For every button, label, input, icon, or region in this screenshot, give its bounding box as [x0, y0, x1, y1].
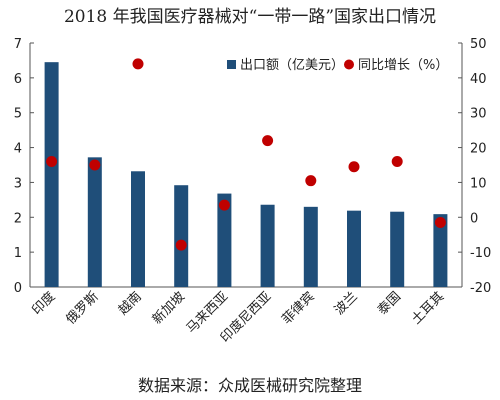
growth-point — [391, 156, 403, 168]
bar — [433, 214, 448, 287]
growth-point — [89, 159, 101, 171]
category-label: 新加坡 — [149, 289, 188, 328]
left-tick-label: 6 — [14, 72, 22, 87]
bar — [303, 206, 318, 287]
growth-point — [262, 135, 274, 147]
legend-swatch-dot — [344, 59, 354, 70]
left-tick-label: 2 — [14, 211, 22, 226]
bar — [260, 204, 275, 287]
growth-point — [132, 58, 144, 70]
left-tick-label: 0 — [14, 281, 22, 296]
bar — [87, 157, 102, 287]
right-tick-label: 10 — [470, 176, 487, 191]
category-label: 菲律宾 — [279, 289, 318, 328]
growth-point — [434, 217, 446, 229]
growth-point — [175, 239, 187, 251]
bar — [347, 210, 361, 287]
category-label: 波兰 — [332, 289, 361, 318]
left-tick-label: 5 — [14, 107, 22, 122]
right-tick-label: 30 — [470, 107, 487, 122]
growth-point — [46, 156, 58, 168]
legend-label-bar: 出口额（亿美元） — [240, 58, 344, 73]
left-tick-label: 3 — [14, 176, 22, 191]
growth-point — [305, 175, 317, 187]
right-tick-label: 0 — [470, 211, 478, 226]
chart-source: 数据来源：众成医械研究院整理 — [137, 376, 362, 395]
left-tick-label: 7 — [14, 37, 22, 52]
right-tick-label: -20 — [470, 281, 491, 296]
growth-series — [46, 58, 446, 251]
left-tick-label: 1 — [14, 246, 22, 261]
bar — [390, 211, 405, 287]
bar — [44, 62, 59, 287]
left-tick-label: 4 — [14, 142, 22, 157]
right-tick-label: -10 — [470, 246, 491, 261]
bar — [174, 185, 189, 287]
category-label: 印度 — [29, 289, 59, 319]
bar-series — [44, 62, 448, 287]
bar — [131, 171, 145, 287]
category-label: 越南 — [115, 289, 145, 319]
chart-title: 2018 年我国医疗器械对“一带一路”国家出口情况 — [63, 7, 437, 27]
growth-point — [348, 161, 360, 173]
legend-label-dot: 同比增长（%） — [358, 58, 448, 73]
right-tick-label: 50 — [470, 37, 487, 52]
category-label: 俄罗斯 — [63, 289, 101, 327]
growth-point — [218, 199, 230, 211]
bar — [217, 193, 232, 287]
right-tick-label: 20 — [470, 142, 487, 157]
category-label: 土耳其 — [409, 289, 447, 327]
legend-swatch-bar — [227, 60, 236, 69]
legend: 出口额（亿美元） 同比增长（%） — [227, 58, 448, 73]
right-tick-label: 40 — [470, 72, 487, 87]
category-label: 泰国 — [375, 289, 404, 318]
